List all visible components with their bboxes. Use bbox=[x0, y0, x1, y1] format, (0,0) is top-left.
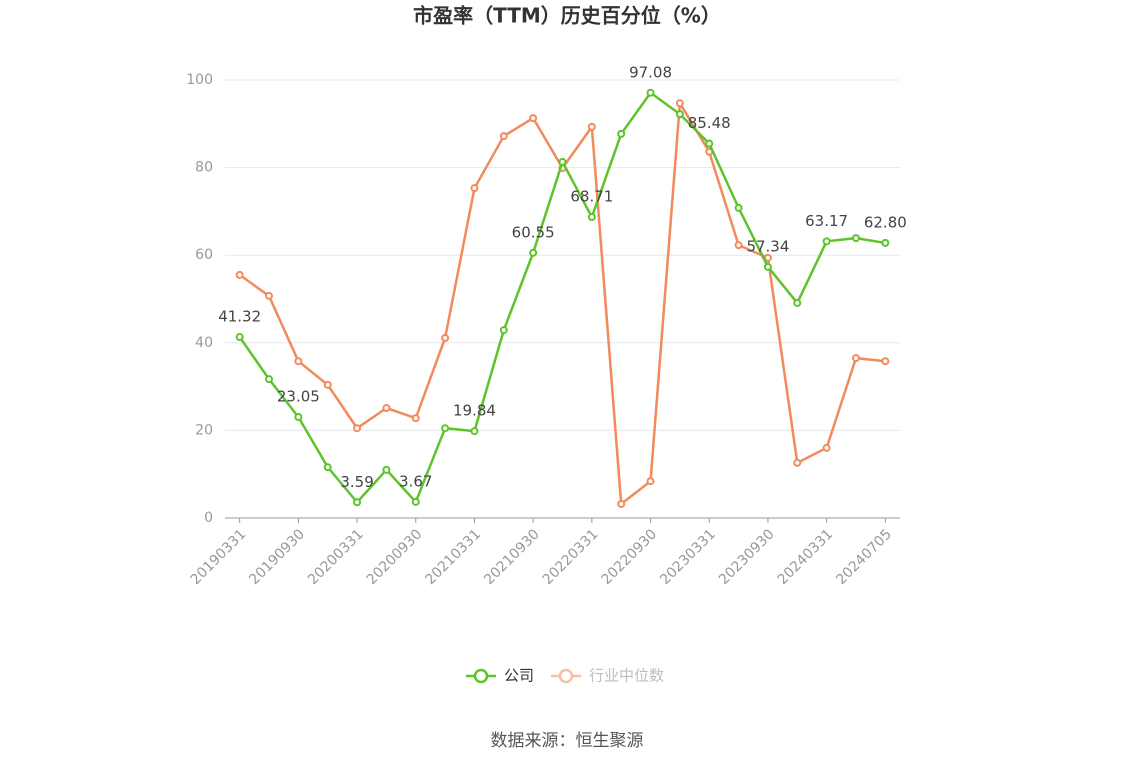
data-point bbox=[851, 234, 860, 243]
x-tick-label: 20200930 bbox=[364, 526, 426, 588]
data-point bbox=[499, 326, 508, 335]
y-tick-label: 100 bbox=[186, 72, 213, 88]
data-label: 97.08 bbox=[629, 63, 672, 81]
data-label: 3.67 bbox=[399, 472, 432, 490]
chart-title: 市盈率（TTM）历史百分位（%） bbox=[413, 4, 721, 28]
x-tick-label: 20200331 bbox=[305, 526, 367, 588]
data-label: 23.05 bbox=[277, 388, 320, 406]
data-point bbox=[470, 427, 479, 436]
data-point bbox=[617, 129, 626, 138]
data-point bbox=[587, 122, 596, 131]
data-point bbox=[470, 184, 479, 193]
legend-item[interactable]: 公司 bbox=[466, 667, 534, 685]
legend-item[interactable]: 行业中位数 bbox=[551, 667, 664, 685]
data-point bbox=[763, 253, 772, 262]
data-point bbox=[411, 497, 420, 506]
data-point bbox=[411, 414, 420, 423]
data-point bbox=[441, 333, 450, 342]
data-point bbox=[235, 333, 244, 342]
y-tick-label: 60 bbox=[195, 247, 213, 263]
data-point bbox=[763, 262, 772, 271]
data-label: 19.84 bbox=[453, 402, 496, 420]
data-point bbox=[734, 203, 743, 212]
data-label: 68.71 bbox=[570, 188, 613, 206]
data-point bbox=[382, 465, 391, 474]
data-point bbox=[294, 357, 303, 366]
data-label: 3.59 bbox=[340, 473, 373, 491]
data-point bbox=[353, 498, 362, 507]
x-tick-label: 20240331 bbox=[775, 526, 837, 588]
x-tick-label: 20220331 bbox=[540, 526, 602, 588]
data-point bbox=[265, 375, 274, 384]
data-point bbox=[793, 458, 802, 467]
y-tick-label: 80 bbox=[195, 160, 213, 176]
data-point bbox=[617, 499, 626, 508]
data-point bbox=[675, 110, 684, 119]
data-point bbox=[353, 424, 362, 433]
data-point bbox=[851, 354, 860, 363]
data-point bbox=[881, 357, 890, 366]
y-tick-label: 0 bbox=[204, 510, 213, 526]
source-note: 数据来源：恒生聚源 bbox=[491, 731, 644, 751]
data-point bbox=[822, 443, 831, 452]
y-tick-label: 20 bbox=[195, 422, 213, 438]
data-label: 63.17 bbox=[805, 212, 848, 230]
data-label: 41.32 bbox=[218, 308, 261, 326]
x-tick-label: 20190930 bbox=[246, 526, 308, 588]
x-tick-label: 20210331 bbox=[422, 526, 484, 588]
data-label: 60.55 bbox=[512, 223, 555, 241]
data-point bbox=[294, 413, 303, 422]
legend-label: 行业中位数 bbox=[589, 667, 664, 685]
legend-marker bbox=[558, 668, 574, 684]
x-tick-label: 20190331 bbox=[188, 526, 250, 588]
data-point bbox=[646, 477, 655, 486]
data-label: 57.34 bbox=[746, 237, 789, 255]
data-point bbox=[529, 248, 538, 257]
x-tick-label: 20240705 bbox=[833, 526, 895, 588]
data-point bbox=[235, 270, 244, 279]
data-point bbox=[323, 380, 332, 389]
data-point bbox=[822, 237, 831, 246]
legend-marker bbox=[473, 668, 489, 684]
data-point bbox=[441, 424, 450, 433]
legend-label: 公司 bbox=[504, 667, 534, 685]
data-point bbox=[705, 139, 714, 148]
data-point bbox=[558, 157, 567, 166]
data-point bbox=[793, 298, 802, 307]
series-line bbox=[238, 91, 886, 505]
data-point bbox=[646, 88, 655, 97]
data-point bbox=[734, 241, 743, 250]
data-point bbox=[382, 404, 391, 413]
x-tick-label: 20210930 bbox=[481, 526, 543, 588]
data-point bbox=[675, 99, 684, 108]
data-label: 62.80 bbox=[864, 213, 907, 231]
data-point bbox=[881, 238, 890, 247]
data-point bbox=[529, 114, 538, 123]
data-point bbox=[323, 463, 332, 472]
data-label: 85.48 bbox=[688, 114, 731, 132]
x-tick-label: 20220930 bbox=[598, 526, 660, 588]
data-point bbox=[265, 291, 274, 300]
x-tick-label: 20230331 bbox=[657, 526, 719, 588]
y-tick-label: 40 bbox=[195, 335, 213, 351]
x-tick-label: 20230930 bbox=[716, 526, 778, 588]
data-point bbox=[499, 132, 508, 141]
data-point bbox=[587, 213, 596, 222]
